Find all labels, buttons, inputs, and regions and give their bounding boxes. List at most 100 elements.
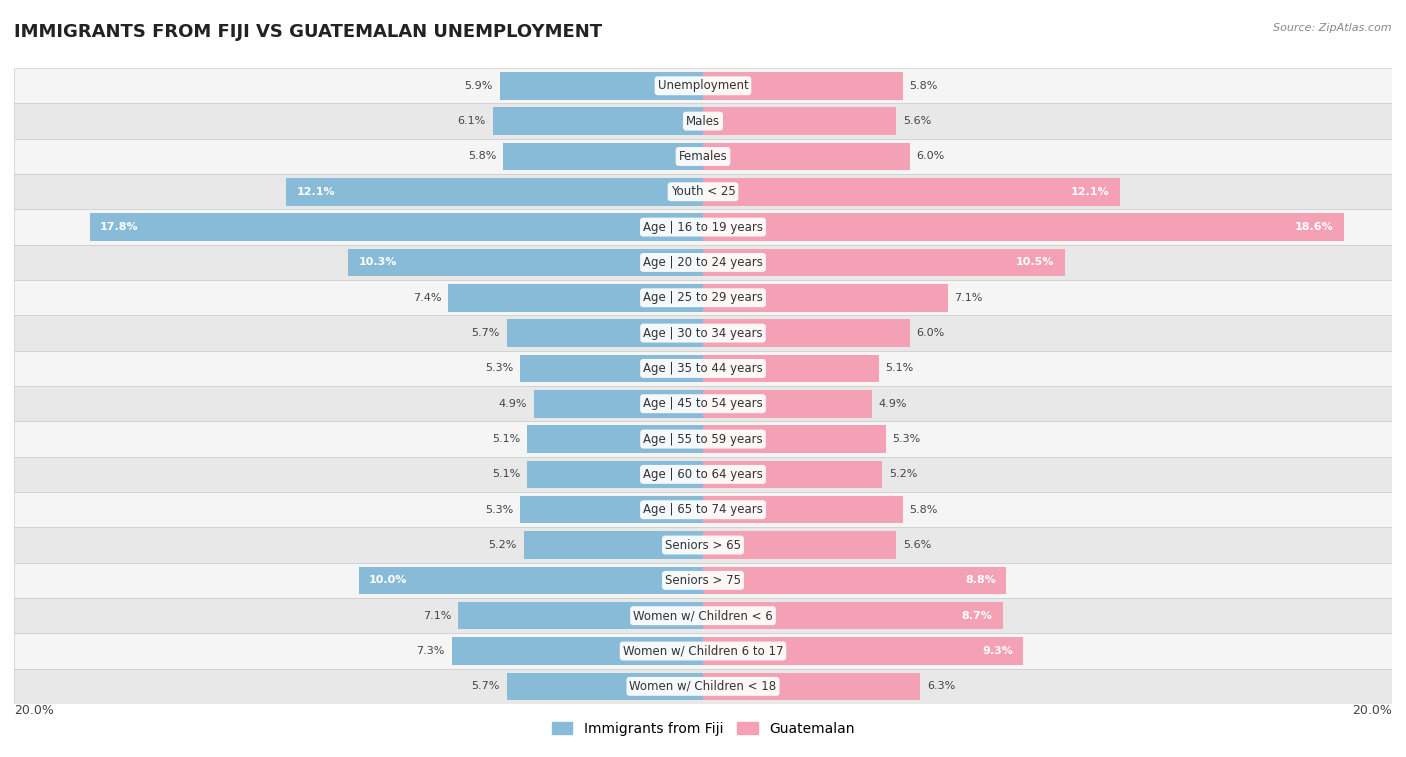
Text: Seniors > 75: Seniors > 75 (665, 574, 741, 587)
Bar (14, 528, 1392, 562)
Bar (703, 496, 903, 524)
Text: 5.6%: 5.6% (903, 116, 931, 126)
Bar (703, 319, 910, 347)
Text: 5.8%: 5.8% (910, 81, 938, 91)
Bar (703, 566, 1007, 594)
Bar (14, 562, 1392, 598)
Text: IMMIGRANTS FROM FIJI VS GUATEMALAN UNEMPLOYMENT: IMMIGRANTS FROM FIJI VS GUATEMALAN UNEMP… (14, 23, 602, 41)
Bar (534, 390, 703, 418)
Text: 5.8%: 5.8% (910, 505, 938, 515)
Text: 20.0%: 20.0% (14, 704, 53, 717)
Text: 4.9%: 4.9% (499, 399, 527, 409)
Text: 10.3%: 10.3% (359, 257, 396, 267)
Text: 7.4%: 7.4% (413, 293, 441, 303)
Text: 10.5%: 10.5% (1017, 257, 1054, 267)
Bar (14, 68, 1392, 104)
Bar (90, 213, 703, 241)
Text: Youth < 25: Youth < 25 (671, 185, 735, 198)
Text: 5.7%: 5.7% (471, 328, 499, 338)
Bar (703, 72, 903, 100)
Text: Women w/ Children < 6: Women w/ Children < 6 (633, 609, 773, 622)
Bar (14, 316, 1392, 350)
Bar (703, 142, 910, 170)
Text: 6.3%: 6.3% (927, 681, 955, 691)
Text: 5.2%: 5.2% (489, 540, 517, 550)
Bar (14, 280, 1392, 316)
Bar (494, 107, 703, 135)
Text: 5.3%: 5.3% (485, 363, 513, 373)
Bar (703, 354, 879, 382)
Bar (14, 174, 1392, 210)
Text: 18.6%: 18.6% (1295, 222, 1333, 232)
Text: 5.1%: 5.1% (492, 434, 520, 444)
Text: 5.3%: 5.3% (893, 434, 921, 444)
Bar (524, 531, 703, 559)
Text: 5.7%: 5.7% (471, 681, 499, 691)
Bar (703, 672, 920, 700)
Text: Age | 60 to 64 years: Age | 60 to 64 years (643, 468, 763, 481)
Bar (520, 496, 703, 524)
Bar (14, 350, 1392, 386)
Bar (449, 284, 703, 312)
Bar (359, 566, 703, 594)
Text: Males: Males (686, 114, 720, 128)
Text: Women w/ Children < 18: Women w/ Children < 18 (630, 680, 776, 693)
Bar (14, 104, 1392, 139)
Text: Females: Females (679, 150, 727, 163)
Text: Source: ZipAtlas.com: Source: ZipAtlas.com (1274, 23, 1392, 33)
Bar (14, 668, 1392, 704)
Text: Women w/ Children 6 to 17: Women w/ Children 6 to 17 (623, 644, 783, 658)
Bar (349, 248, 703, 276)
Bar (703, 178, 1119, 206)
Bar (520, 354, 703, 382)
Text: 7.1%: 7.1% (955, 293, 983, 303)
Bar (451, 637, 703, 665)
Bar (14, 139, 1392, 174)
Text: 5.1%: 5.1% (492, 469, 520, 479)
Text: Age | 20 to 24 years: Age | 20 to 24 years (643, 256, 763, 269)
Bar (527, 460, 703, 488)
Legend: Immigrants from Fiji, Guatemalan: Immigrants from Fiji, Guatemalan (546, 716, 860, 742)
Text: Age | 55 to 59 years: Age | 55 to 59 years (643, 432, 763, 446)
Bar (703, 248, 1064, 276)
Text: 5.8%: 5.8% (468, 151, 496, 161)
Bar (458, 602, 703, 630)
Text: 8.8%: 8.8% (965, 575, 995, 585)
Bar (14, 422, 1392, 456)
Bar (703, 107, 896, 135)
Text: 4.9%: 4.9% (879, 399, 907, 409)
Bar (499, 72, 703, 100)
Text: Unemployment: Unemployment (658, 79, 748, 92)
Text: 20.0%: 20.0% (1353, 704, 1392, 717)
Bar (703, 602, 1002, 630)
Text: 7.1%: 7.1% (423, 611, 451, 621)
Text: 8.7%: 8.7% (962, 611, 993, 621)
Bar (703, 531, 896, 559)
Text: Age | 30 to 34 years: Age | 30 to 34 years (643, 326, 763, 340)
Bar (503, 142, 703, 170)
Bar (703, 460, 882, 488)
Bar (14, 386, 1392, 422)
Bar (703, 425, 886, 453)
Text: 6.0%: 6.0% (917, 151, 945, 161)
Bar (703, 637, 1024, 665)
Text: 6.1%: 6.1% (458, 116, 486, 126)
Text: 7.3%: 7.3% (416, 646, 444, 656)
Bar (703, 213, 1344, 241)
Text: 5.3%: 5.3% (485, 505, 513, 515)
Text: 6.0%: 6.0% (917, 328, 945, 338)
Bar (14, 634, 1392, 668)
Bar (287, 178, 703, 206)
Text: 12.1%: 12.1% (1071, 187, 1109, 197)
Bar (506, 319, 703, 347)
Bar (703, 284, 948, 312)
Text: 9.3%: 9.3% (983, 646, 1012, 656)
Text: Age | 16 to 19 years: Age | 16 to 19 years (643, 220, 763, 234)
Bar (703, 390, 872, 418)
Text: Age | 45 to 54 years: Age | 45 to 54 years (643, 397, 763, 410)
Bar (506, 672, 703, 700)
Text: 5.2%: 5.2% (889, 469, 917, 479)
Text: 5.9%: 5.9% (464, 81, 494, 91)
Text: 5.6%: 5.6% (903, 540, 931, 550)
Bar (14, 492, 1392, 528)
